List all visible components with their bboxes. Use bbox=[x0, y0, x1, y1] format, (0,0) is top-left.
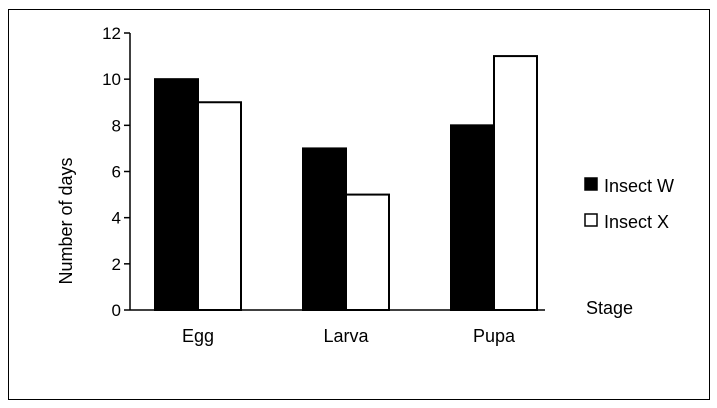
bar-larva-insect-w bbox=[303, 148, 346, 310]
bar-larva-insect-x bbox=[346, 195, 389, 310]
legend-swatch bbox=[585, 178, 597, 190]
y-tick-label: 6 bbox=[112, 163, 121, 182]
y-tick-label: 8 bbox=[112, 116, 121, 135]
bar-pupa-insect-x bbox=[494, 56, 537, 310]
bars-layer bbox=[155, 56, 537, 310]
y-tick-label: 4 bbox=[112, 209, 121, 228]
y-tick-label: 12 bbox=[102, 24, 121, 43]
x-tick-label: Larva bbox=[323, 326, 369, 346]
legend-label: Insect W bbox=[604, 176, 674, 196]
y-tick-label: 0 bbox=[112, 301, 121, 320]
bar-pupa-insect-w bbox=[451, 125, 494, 310]
legend-swatch bbox=[585, 214, 597, 226]
x-tick-label: Egg bbox=[182, 326, 214, 346]
y-tick-label: 10 bbox=[102, 70, 121, 89]
legend: Insect W Insect X bbox=[585, 176, 674, 232]
y-axis-title: Number of days bbox=[56, 157, 76, 284]
x-axis-title: Stage bbox=[586, 298, 633, 318]
bar-egg-insect-x bbox=[198, 102, 241, 310]
legend-label: Insect X bbox=[604, 212, 669, 232]
x-tick-label: Pupa bbox=[473, 326, 516, 346]
y-tick-label: 2 bbox=[112, 255, 121, 274]
bar-egg-insect-w bbox=[155, 79, 198, 310]
